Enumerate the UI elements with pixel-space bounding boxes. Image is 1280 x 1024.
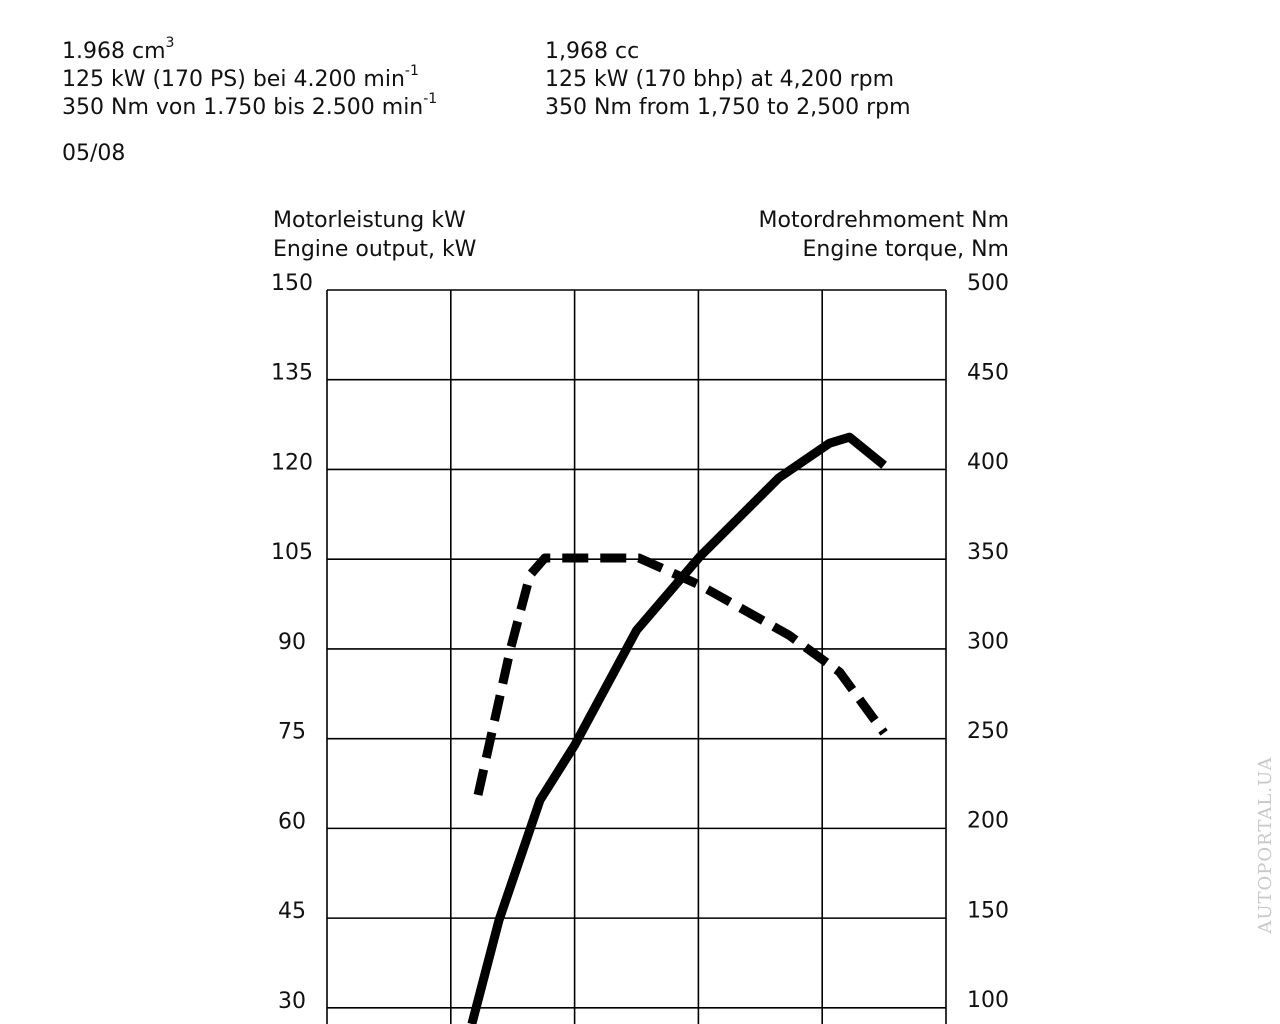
y2-tick-label: 500 (967, 271, 1009, 296)
y2-tick-label: 100 (967, 988, 1009, 1013)
y2-tick-label: 350 (967, 540, 1009, 565)
y-tick-label: 45 (278, 899, 306, 924)
header-text: 125 kW (170 PS) bei 4.200 min-1 (62, 63, 419, 92)
y2-axis-title: Motordrehmoment Nm (759, 208, 1010, 233)
header-text: 350 Nm von 1.750 bis 2.500 min-1 (62, 91, 437, 120)
y2-axis-title: Engine torque, Nm (803, 237, 1009, 262)
y-tick-label: 150 (271, 271, 313, 296)
y-tick-label: 30 (278, 989, 306, 1014)
y2-tick-label: 400 (967, 450, 1009, 475)
watermark: AUTOPORTAL.UA (1255, 756, 1276, 934)
y-tick-label: 105 (271, 540, 313, 565)
y-tick-label: 135 (271, 361, 313, 386)
y2-tick-label: 150 (967, 898, 1009, 923)
y-axis-title: Motorleistung kW (273, 208, 466, 233)
y-axis-title: Engine output, kW (273, 237, 477, 262)
header-text: 1,968 cc (545, 39, 639, 64)
y2-tick-label: 450 (967, 361, 1009, 386)
line-series (467, 432, 887, 1024)
date: 05/08 (62, 141, 125, 166)
y-tick-label: 120 (271, 450, 313, 475)
header-text: 350 Nm from 1,750 to 2,500 rpm (545, 95, 911, 120)
y2-tick-label: 250 (967, 719, 1009, 744)
header-text: 125 kW (170 bhp) at 4,200 rpm (545, 67, 894, 92)
y-tick-label: 60 (278, 809, 306, 834)
y-tick-label: 90 (278, 630, 306, 655)
line-series (473, 553, 888, 796)
y-tick-label: 75 (278, 720, 306, 745)
y2-tick-label: 200 (967, 809, 1009, 834)
y2-tick-label: 300 (967, 629, 1009, 654)
header-text: 1.968 cm3 (62, 35, 174, 64)
